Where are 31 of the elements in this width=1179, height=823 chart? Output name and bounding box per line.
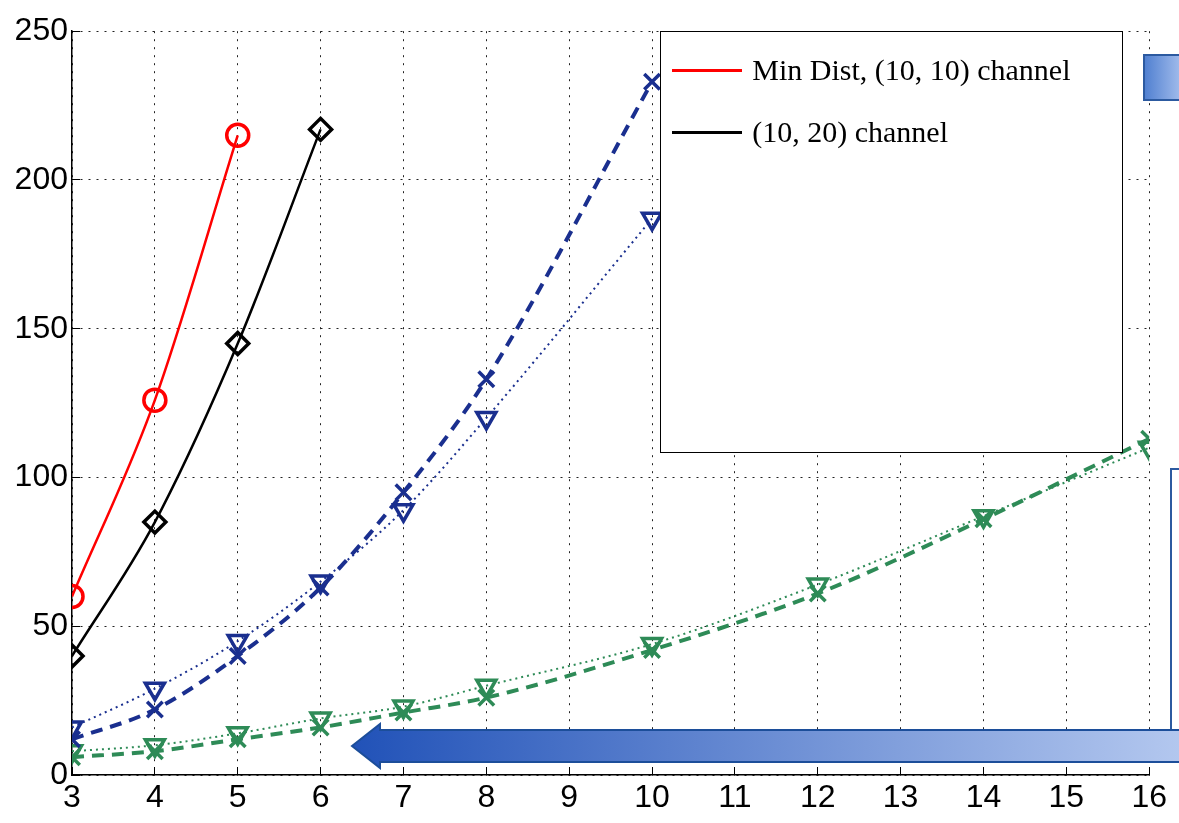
x-tick-label: 7 — [394, 778, 413, 815]
y-tick-label: 150 — [14, 308, 68, 345]
x-tick-label: 4 — [145, 778, 164, 815]
legend-label: (10, 20) channel — [752, 115, 948, 150]
point — [228, 646, 248, 666]
x-tick-label: 14 — [965, 778, 1002, 815]
legend-label: Min Dist, (10, 10) channel — [752, 53, 1071, 88]
x-tick-label: 11 — [718, 778, 752, 815]
y-tick-label: 50 — [32, 606, 68, 643]
x-tick-label: 9 — [560, 778, 579, 815]
point — [476, 369, 496, 389]
point — [224, 330, 251, 357]
x-tick-label: 12 — [799, 778, 836, 815]
point — [307, 116, 334, 143]
x-tick-label: 15 — [1048, 778, 1085, 815]
point — [476, 688, 496, 708]
y-tick-label: 100 — [14, 457, 68, 494]
point — [393, 482, 413, 502]
point — [145, 700, 165, 720]
x-tick-label: 8 — [477, 778, 496, 815]
x-tick-label: 10 — [634, 778, 670, 815]
y-tick-label: 200 — [14, 159, 68, 196]
x-tick-label: 5 — [228, 778, 247, 815]
x-tick-label: 6 — [311, 778, 330, 815]
point — [224, 122, 251, 149]
x-tick-label: 16 — [1131, 778, 1167, 815]
y-tick-label: 250 — [14, 11, 68, 48]
point — [142, 509, 168, 535]
point — [642, 72, 662, 92]
point — [142, 387, 168, 413]
x-tick-label: 13 — [882, 778, 919, 815]
